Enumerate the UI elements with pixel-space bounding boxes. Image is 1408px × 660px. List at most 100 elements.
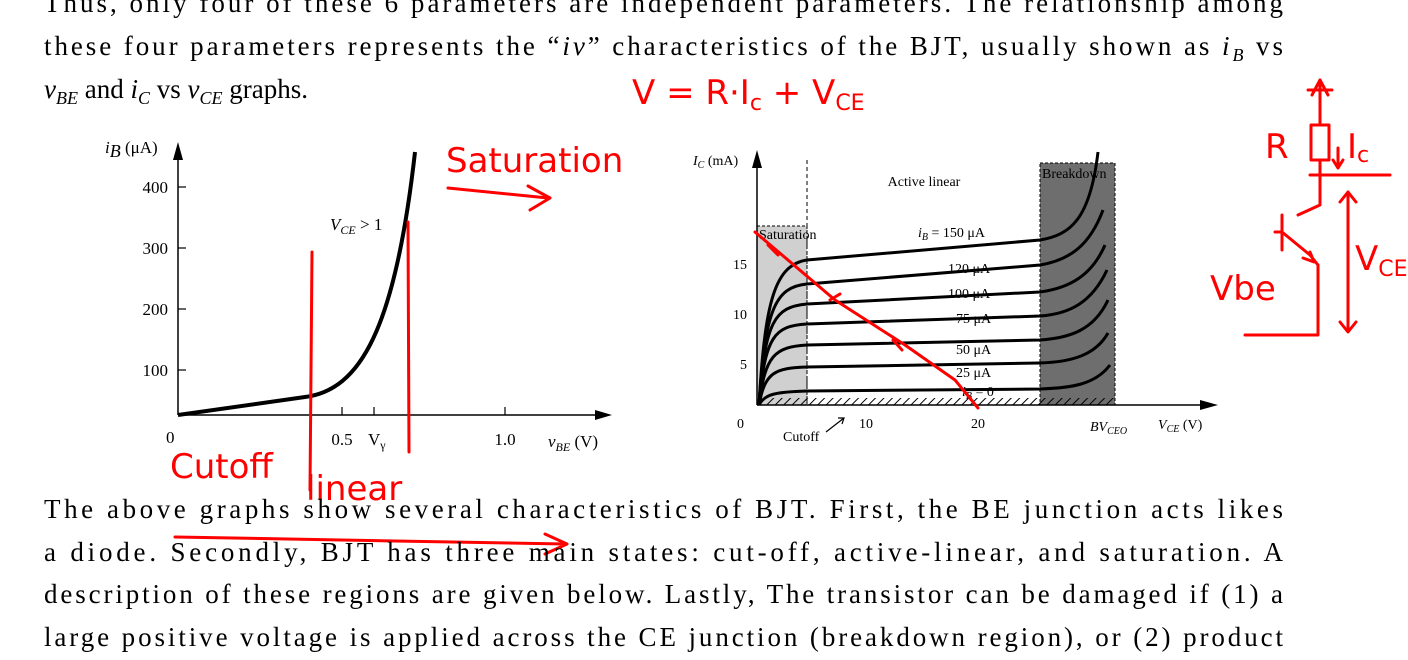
text-line: description of these regions are given b… xyxy=(44,579,1283,609)
region-label: Active linear xyxy=(888,175,961,190)
text: I xyxy=(692,154,699,169)
curve-label: VCE > 1 xyxy=(330,215,382,237)
region-label: Saturation xyxy=(759,228,817,243)
text: I xyxy=(1347,127,1357,167)
text: (V) xyxy=(1179,418,1202,433)
handwritten-label: Saturation xyxy=(446,141,623,181)
shape xyxy=(757,299,1110,406)
curve-label: 75 μA xyxy=(956,312,992,327)
tick-label: 300 xyxy=(143,239,169,258)
text: = 150 μA xyxy=(928,226,986,241)
tick-label: 1.0 xyxy=(494,430,515,449)
subscript: B xyxy=(1232,45,1243,65)
text: B xyxy=(110,141,121,161)
text: V = R·I xyxy=(632,73,750,113)
arrow xyxy=(173,532,569,556)
text: CE xyxy=(1378,257,1407,282)
curves xyxy=(757,151,1112,406)
text: these four parameters represents the “ xyxy=(44,31,559,61)
tick-label: 200 xyxy=(143,300,169,319)
subscript: C xyxy=(138,88,151,108)
axis-label: VCE (V) xyxy=(1158,418,1203,435)
text: C xyxy=(698,160,705,171)
top-paragraph: Thus, only four of these 6 parameters ar… xyxy=(44,0,1283,108)
text: CE xyxy=(340,223,356,237)
handwritten-label: Cutoff xyxy=(170,447,274,487)
handwritten-label: VCE xyxy=(1355,239,1408,282)
math: v xyxy=(188,74,200,104)
curve xyxy=(177,151,417,417)
text: vs xyxy=(1246,31,1283,61)
arrow xyxy=(825,417,845,433)
text: > 1 xyxy=(356,215,383,234)
text: (μA) xyxy=(121,138,158,157)
text: c xyxy=(1357,143,1369,168)
axis-label: iB (μA) xyxy=(105,138,158,161)
tick-label: 0 xyxy=(166,428,175,447)
text: V xyxy=(1355,239,1378,279)
ticks xyxy=(178,186,506,415)
figure-right: IC (mA) Active linear Breakdown Saturati… xyxy=(692,150,1218,445)
handwritten-label: Ic xyxy=(1347,127,1369,168)
tick-label: 0.5 xyxy=(331,430,352,449)
text: V xyxy=(368,430,381,449)
subscript: BE xyxy=(56,88,78,108)
breakdown-region xyxy=(1039,162,1116,406)
bottom-paragraph: The above graphs show several characteri… xyxy=(44,494,1283,652)
shape xyxy=(757,364,1112,406)
region-label: Breakdown xyxy=(1042,167,1107,182)
handwritten-label: Vbe xyxy=(1210,269,1276,309)
text: BV xyxy=(1090,420,1109,435)
text: ” characteristics of the BJT, usually sh… xyxy=(588,31,1219,61)
text-line: a diode. Secondly, BJT has three main st… xyxy=(44,537,1283,567)
text: vs xyxy=(150,74,188,104)
handwritten-label: linear xyxy=(306,469,402,509)
curve-label: 50 μA xyxy=(956,343,992,358)
shape xyxy=(757,269,1109,406)
text: + V xyxy=(762,73,835,113)
curve-label: 120 μA xyxy=(948,262,991,277)
math: i xyxy=(130,74,138,104)
math: iv xyxy=(562,31,584,61)
tick-label: 15 xyxy=(733,258,747,273)
text: = 0 xyxy=(972,385,994,400)
text: CEO xyxy=(1107,426,1127,437)
shape xyxy=(757,209,1105,406)
circuit-sketch xyxy=(1243,78,1392,337)
arrow xyxy=(173,142,183,160)
text: c xyxy=(750,91,762,116)
tick-label: 20 xyxy=(971,417,985,432)
boundary-lines xyxy=(308,220,411,492)
load-line xyxy=(753,230,980,410)
text-line: vBE and iC vs vCE graphs. xyxy=(44,74,308,108)
handwritten-equation: V = R·Ic + VCE xyxy=(632,73,865,116)
annotations: V = R·Ic + VCE Saturation Cutoff linear … xyxy=(170,73,1408,556)
shape xyxy=(757,151,1100,406)
text: and xyxy=(78,74,130,104)
tick-label: 400 xyxy=(143,178,169,197)
arrow xyxy=(1200,400,1218,410)
arrow xyxy=(752,150,762,168)
tick-label: BVCEO xyxy=(1090,420,1127,437)
subscript: CE xyxy=(200,88,223,108)
text: V xyxy=(1158,418,1168,433)
math: i xyxy=(1222,31,1230,61)
text-line: large positive voltage is applied across… xyxy=(44,622,1283,652)
text: (V) xyxy=(570,432,598,451)
arrow xyxy=(595,410,612,420)
text-line: The above graphs show several characteri… xyxy=(44,494,1283,524)
text: BE xyxy=(556,440,571,454)
text-line: Thus, only four of these 6 parameters ar… xyxy=(44,0,1283,18)
figure-left: iB (μA) 400 300 200 100 0 0.5 Vγ 1.0 vBE… xyxy=(105,138,612,454)
cutoff-region xyxy=(757,398,1115,405)
text: i xyxy=(918,226,922,241)
text: graphs. xyxy=(223,74,308,104)
text: CE xyxy=(1167,424,1180,435)
text: i xyxy=(105,138,110,157)
tick-label: 10 xyxy=(859,417,873,432)
tick-label: 0 xyxy=(737,417,744,432)
region-label: Cutoff xyxy=(783,430,820,445)
tick-label: 100 xyxy=(143,361,169,380)
text: (mA) xyxy=(704,154,738,169)
handwritten-label: R xyxy=(1265,127,1289,167)
